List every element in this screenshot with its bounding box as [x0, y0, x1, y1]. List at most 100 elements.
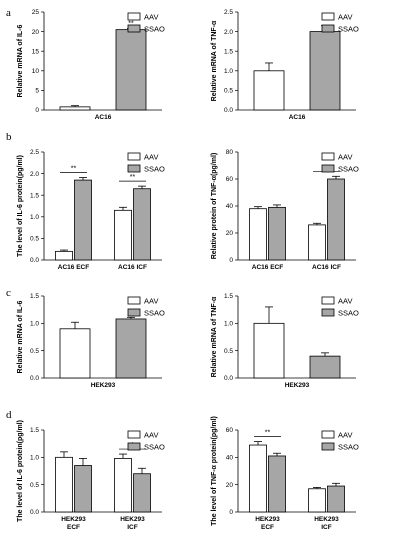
chart-c-right: 0.0 0.5 1.0 1.5 Relative mRNA of TNF-α HEK293… [211, 293, 359, 389]
legend-swatch-ssao [127, 308, 141, 317]
y-tick-label: 2.0 [224, 29, 233, 36]
y-tick-label: 0.0 [30, 375, 39, 382]
bar-aav [114, 458, 132, 513]
x-category-label: ICF [321, 524, 332, 531]
y-tick-label: 10 [32, 68, 40, 75]
bar-aav [308, 224, 326, 261]
y-axis-title: Relative mRNA of IL-6 [17, 300, 24, 373]
legend-swatch-ssao [321, 24, 335, 33]
bar-aav [59, 328, 91, 379]
chart-b-right: 0 20 40 60 80 Relative protein of TNF-α(pg/ml… [211, 149, 359, 271]
bar-aav [253, 322, 285, 379]
y-tick-label: 1.5 [224, 293, 233, 300]
legend-label-ssao: SSAO [144, 165, 165, 174]
x-category-label: AC16 ECF [58, 264, 89, 271]
legend-swatch-ssao [321, 308, 335, 317]
panel-letter-d: d [6, 409, 12, 421]
legend-label-ssao: SSAO [144, 309, 165, 318]
y-tick-label: 2.5 [30, 149, 39, 156]
x-category-label: HEK293 [120, 516, 145, 523]
y-tick-label: 0.0 [30, 257, 39, 264]
significance-label: ** [128, 20, 134, 27]
chart-a-left: 0 5 10 15 20 25 Relative mRNA of IL-6 AC16 ** AAV… [17, 9, 165, 121]
legend-label-ssao: SSAO [338, 443, 359, 452]
y-tick-label: 0.5 [30, 348, 39, 355]
y-tick-label: 1.0 [30, 214, 39, 221]
significance-label: ** [265, 430, 271, 437]
y-axis-title: Relative mRNA of IL-6 [17, 24, 24, 97]
y-tick-label: 0 [35, 107, 39, 114]
x-category-label: HEK293 [91, 382, 116, 389]
y-axis-title: The level of IL-6 protein(pg/ml) [17, 155, 24, 257]
legend-label-aav: AAV [144, 297, 158, 306]
bar-aav [308, 488, 326, 513]
legend-swatch-aav [321, 430, 335, 439]
y-tick-label: 80 [226, 149, 234, 156]
y-tick-label: 60 [226, 427, 234, 434]
x-category-label: HEK293 [314, 516, 339, 523]
bar-ssao [133, 188, 151, 261]
legend-swatch-aav [321, 152, 335, 161]
y-tick-label: 2.0 [30, 171, 39, 178]
y-tick-label: 25 [32, 9, 40, 16]
x-category-label: HEK293 [255, 516, 280, 523]
bar-ssao [327, 485, 345, 513]
significance-label: ** [130, 174, 136, 181]
legend-label-ssao: SSAO [144, 443, 165, 452]
y-axis-title: Relative mRNA of TNF-α [211, 20, 218, 101]
x-category-label: AC16 ECF [252, 264, 283, 271]
legend-swatch-aav [127, 430, 141, 439]
chart-c-left: 0.0 0.5 1.0 1.5 Relative mRNA of IL-6 HEK293 A… [17, 293, 165, 389]
y-tick-label: 20 [226, 230, 234, 237]
bar-ssao [74, 465, 92, 513]
x-category-label: HEK293 [61, 516, 86, 523]
y-axis-title: The level of IL-6 protein(pg/ml) [17, 420, 24, 522]
y-tick-label: 0.5 [30, 236, 39, 243]
x-category-label: ECF [67, 524, 80, 531]
chart-b-left: 0.0 0.5 1.0 1.5 2.0 2.5 The level of IL-6 prot… [17, 149, 165, 271]
y-axis-title: Relative mRNA of TNF-α [211, 296, 218, 377]
legend-swatch-aav [321, 296, 335, 305]
y-tick-label: 0.0 [224, 107, 233, 114]
bar-ssao [268, 455, 286, 513]
x-category-label: ECF [261, 524, 274, 531]
y-tick-label: 0.5 [224, 348, 233, 355]
bar-ssao [309, 355, 341, 379]
legend-swatch-ssao [321, 442, 335, 451]
panel-letter-a: a [6, 7, 11, 19]
y-tick-label: 15 [32, 48, 40, 55]
y-tick-label: 1.0 [30, 455, 39, 462]
bar-ssao [309, 31, 341, 111]
y-tick-label: 40 [226, 203, 234, 210]
legend-label-aav: AAV [338, 297, 352, 306]
legend-swatch-aav [321, 12, 335, 21]
legend-label-aav: AAV [144, 431, 158, 440]
y-tick-label: 0 [229, 257, 233, 264]
x-category-label: AC16 ICF [118, 264, 147, 271]
bar-aav [114, 209, 132, 261]
y-tick-label: 20 [32, 29, 40, 36]
charts-layer: 0 5 10 15 20 25 Relative mRNA of IL-6 AC16 ** AAV… [17, 9, 359, 531]
bar-ssao [115, 318, 147, 379]
y-tick-label: 1.0 [30, 321, 39, 328]
y-tick-label: 5 [35, 88, 39, 95]
legend-label-aav: AAV [144, 153, 158, 162]
x-category-label: HEK293 [285, 382, 310, 389]
legend-swatch-aav [127, 12, 141, 21]
bar-ssao [74, 179, 92, 261]
x-category-label: AC16 [95, 114, 112, 121]
legend-label-ssao: SSAO [338, 309, 359, 318]
chart-a-right: 0.0 0.5 1.0 1.5 2.0 2.5 Relative mRNA of TNF-α… [211, 9, 359, 121]
y-tick-label: 1.0 [224, 68, 233, 75]
legend-swatch-ssao [127, 442, 141, 451]
legend-label-ssao: SSAO [338, 165, 359, 174]
legend-label-aav: AAV [338, 431, 352, 440]
significance-label: ** [322, 18, 328, 25]
bar-aav [253, 70, 285, 111]
legend-swatch-ssao [127, 164, 141, 173]
x-category-label: AC16 [289, 114, 306, 121]
chart-d-right: 0 20 40 60 The level of TNF-α protein(pg/ml)… [211, 416, 359, 531]
y-tick-label: 0.5 [30, 482, 39, 489]
y-tick-label: 1.5 [30, 427, 39, 434]
bar-ssao [268, 206, 286, 261]
